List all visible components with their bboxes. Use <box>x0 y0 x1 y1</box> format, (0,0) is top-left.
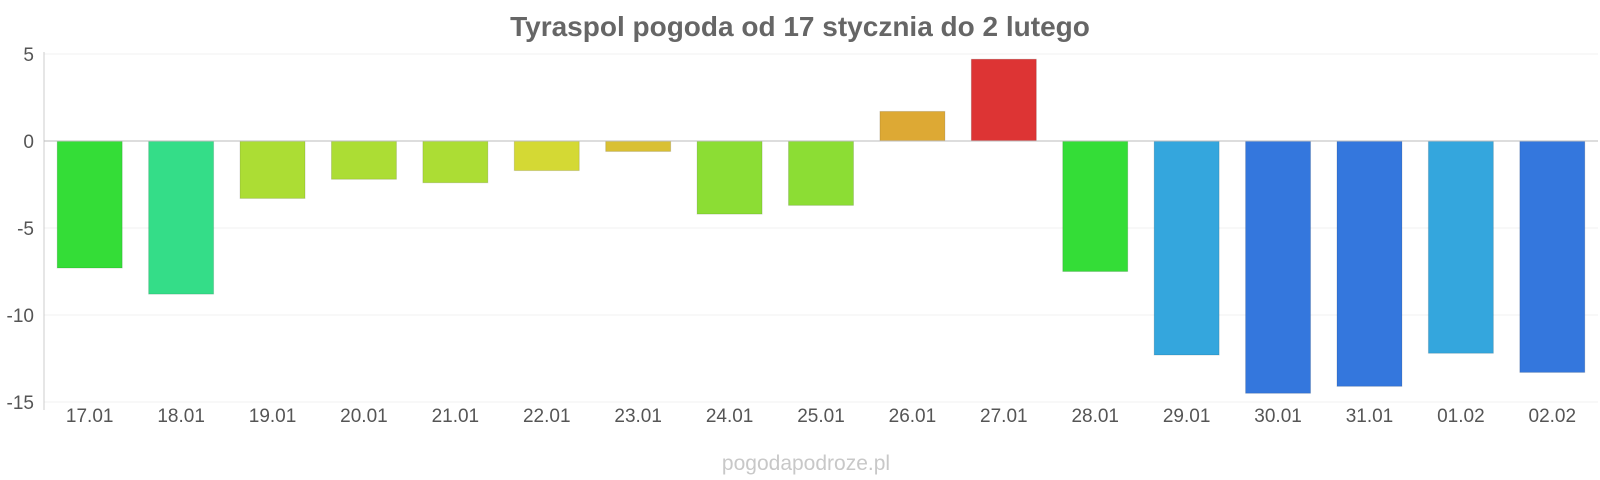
x-tick-label: 28.01 <box>1071 406 1119 427</box>
x-tick-label: 23.01 <box>614 406 662 427</box>
x-axis-ticks: 17.01 18.01 19.01 20.01 21.01 22.01 23.01 24.01… <box>66 406 1576 427</box>
y-tick-label: -5 <box>17 219 34 240</box>
y-axis-ticks: 5 0 -5 -10 -15 <box>7 45 34 414</box>
x-tick-label: 24.01 <box>706 406 754 427</box>
chart-title: Tyraspol pogoda od 17 stycznia do 2 lute… <box>510 11 1090 42</box>
x-tick-label: 27.01 <box>980 406 1028 427</box>
x-tick-label: 19.01 <box>249 406 297 427</box>
bar-26.01 <box>879 110 946 142</box>
watermark: pogodapodroze.pl <box>722 452 890 475</box>
bar-22.01 <box>513 140 580 172</box>
x-tick-label: 25.01 <box>797 406 845 427</box>
bar-20.01 <box>330 140 397 180</box>
x-tick-label: 30.01 <box>1254 406 1302 427</box>
x-tick-label: 17.01 <box>66 406 114 427</box>
bar-30.01 <box>1245 140 1312 394</box>
x-tick-label: 01.02 <box>1437 406 1485 427</box>
bar-28.01 <box>1062 140 1129 272</box>
bar-17.01 <box>56 140 123 269</box>
x-tick-label: 18.01 <box>157 406 205 427</box>
bar-23.01 <box>605 140 672 152</box>
x-tick-label: 21.01 <box>432 406 480 427</box>
y-tick-label: 0 <box>23 132 34 153</box>
bar-18.01 <box>148 140 215 295</box>
x-tick-label: 26.01 <box>889 406 937 427</box>
bar-31.01 <box>1336 140 1403 387</box>
x-tick-label: 22.01 <box>523 406 571 427</box>
x-tick-label: 20.01 <box>340 406 388 427</box>
bar-01.02 <box>1427 140 1494 354</box>
x-tick-label: 02.02 <box>1529 406 1577 427</box>
bar-24.01 <box>696 140 763 215</box>
bar-19.01 <box>239 140 306 199</box>
y-tick-label: -15 <box>7 393 34 414</box>
bars <box>56 58 1586 394</box>
bar-25.01 <box>788 140 854 206</box>
bar-21.01 <box>422 140 489 184</box>
y-tick-label: 5 <box>23 45 34 66</box>
x-tick-label: 29.01 <box>1163 406 1211 427</box>
bar-27.01 <box>970 58 1037 142</box>
y-tick-label: -10 <box>7 306 34 327</box>
bar-29.01 <box>1153 140 1220 356</box>
x-tick-label: 31.01 <box>1346 406 1394 427</box>
bar-02.02 <box>1519 140 1586 373</box>
